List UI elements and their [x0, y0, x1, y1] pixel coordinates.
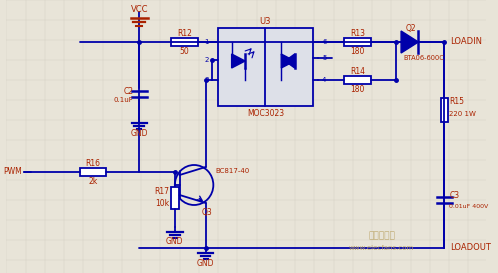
- Polygon shape: [285, 54, 295, 68]
- Text: 2k: 2k: [88, 177, 98, 185]
- Text: Q3: Q3: [202, 209, 213, 218]
- Text: BTA06-600C: BTA06-600C: [403, 55, 444, 61]
- Bar: [218, 28, 313, 106]
- Text: 0.1uF: 0.1uF: [114, 97, 133, 103]
- Text: MOC3023: MOC3023: [247, 108, 284, 117]
- Text: R15: R15: [449, 97, 464, 106]
- Polygon shape: [281, 54, 295, 68]
- Text: GND: GND: [166, 238, 184, 247]
- Text: GND: GND: [130, 129, 148, 138]
- Text: 电子发烧友: 电子发烧友: [369, 231, 395, 240]
- Polygon shape: [401, 31, 418, 53]
- Text: PWM: PWM: [3, 168, 22, 177]
- Bar: [171, 187, 179, 209]
- Text: 0.01uF 400V: 0.01uF 400V: [449, 204, 489, 209]
- Text: U3: U3: [259, 17, 271, 26]
- Text: 4: 4: [322, 77, 327, 83]
- Text: R14: R14: [350, 67, 365, 76]
- Text: 50: 50: [180, 46, 189, 55]
- Bar: [81, 168, 106, 176]
- Text: BC817-40: BC817-40: [215, 168, 249, 174]
- Bar: [344, 76, 371, 84]
- Text: 10k: 10k: [155, 200, 169, 209]
- Text: R12: R12: [177, 29, 192, 38]
- Text: R17: R17: [154, 188, 169, 197]
- Bar: [171, 38, 198, 46]
- Text: R16: R16: [86, 159, 101, 168]
- Text: VCC: VCC: [130, 4, 148, 13]
- Text: C3: C3: [449, 191, 459, 200]
- Text: 5: 5: [322, 55, 327, 61]
- Text: Q2: Q2: [406, 23, 416, 32]
- Polygon shape: [232, 54, 245, 68]
- Text: R13: R13: [350, 29, 365, 38]
- Text: 180: 180: [351, 85, 365, 93]
- Text: C2: C2: [124, 87, 133, 96]
- Text: GND: GND: [197, 260, 215, 269]
- Text: 1: 1: [204, 39, 209, 45]
- Text: 180: 180: [351, 46, 365, 55]
- Text: 220 1W: 220 1W: [449, 111, 476, 117]
- Text: 3: 3: [204, 77, 209, 83]
- Bar: [441, 98, 448, 122]
- Text: LOADOUT: LOADOUT: [450, 244, 491, 253]
- Text: 6: 6: [322, 39, 327, 45]
- Bar: [344, 38, 371, 46]
- Text: LOADIN: LOADIN: [450, 37, 482, 46]
- Text: www.elecfans.com: www.elecfans.com: [349, 245, 414, 251]
- Text: 2: 2: [204, 57, 209, 63]
